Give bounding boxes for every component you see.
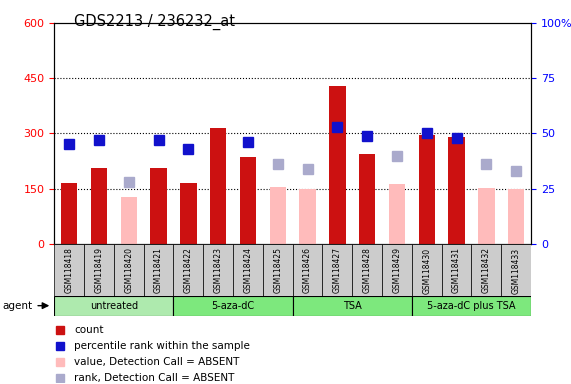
Bar xyxy=(61,183,77,244)
Text: GSM118428: GSM118428 xyxy=(363,247,372,293)
Text: value, Detection Call = ABSENT: value, Detection Call = ABSENT xyxy=(74,357,240,367)
Bar xyxy=(144,244,174,296)
Text: GSM118427: GSM118427 xyxy=(333,247,342,293)
Bar xyxy=(174,296,292,316)
Bar xyxy=(84,244,114,296)
Bar xyxy=(419,135,435,244)
Text: GSM118423: GSM118423 xyxy=(214,247,223,293)
Text: 5-aza-dC: 5-aza-dC xyxy=(211,301,255,311)
Bar xyxy=(478,187,494,244)
Text: GSM118422: GSM118422 xyxy=(184,247,193,293)
Bar xyxy=(91,169,107,244)
Bar xyxy=(412,244,441,296)
Bar xyxy=(352,244,382,296)
Text: GSM118431: GSM118431 xyxy=(452,247,461,293)
Text: GSM118430: GSM118430 xyxy=(422,247,431,294)
Text: GSM118425: GSM118425 xyxy=(274,247,282,293)
Text: GSM118432: GSM118432 xyxy=(482,247,491,293)
Text: rank, Detection Call = ABSENT: rank, Detection Call = ABSENT xyxy=(74,372,235,382)
Text: 5-aza-dC plus TSA: 5-aza-dC plus TSA xyxy=(427,301,516,311)
Bar xyxy=(120,197,137,244)
Text: percentile rank within the sample: percentile rank within the sample xyxy=(74,341,250,351)
Bar xyxy=(382,244,412,296)
Bar xyxy=(323,244,352,296)
Bar xyxy=(54,244,84,296)
Bar xyxy=(233,244,263,296)
Text: GSM118424: GSM118424 xyxy=(243,247,252,293)
Text: GSM118421: GSM118421 xyxy=(154,247,163,293)
Text: count: count xyxy=(74,325,104,335)
Text: GSM118426: GSM118426 xyxy=(303,247,312,293)
Bar xyxy=(472,244,501,296)
Bar xyxy=(203,244,233,296)
Bar xyxy=(359,154,375,244)
Bar xyxy=(389,184,405,244)
Bar xyxy=(292,244,323,296)
Bar xyxy=(329,86,345,244)
Bar xyxy=(150,169,167,244)
Bar xyxy=(299,189,316,244)
Bar xyxy=(174,244,203,296)
Bar xyxy=(412,296,531,316)
Bar xyxy=(501,244,531,296)
Text: GDS2213 / 236232_at: GDS2213 / 236232_at xyxy=(74,13,235,30)
Text: GSM118420: GSM118420 xyxy=(124,247,133,293)
Bar xyxy=(448,137,465,244)
Bar xyxy=(263,244,292,296)
Bar xyxy=(180,183,196,244)
Bar xyxy=(114,244,144,296)
Text: untreated: untreated xyxy=(90,301,138,311)
Text: GSM118418: GSM118418 xyxy=(65,247,74,293)
Bar xyxy=(54,296,174,316)
Bar xyxy=(292,296,412,316)
Bar xyxy=(210,128,226,244)
Text: agent: agent xyxy=(3,301,33,311)
Text: GSM118433: GSM118433 xyxy=(512,247,521,294)
Text: GSM118429: GSM118429 xyxy=(392,247,401,293)
Text: GSM118419: GSM118419 xyxy=(94,247,103,293)
Text: TSA: TSA xyxy=(343,301,361,311)
Bar xyxy=(270,187,286,244)
Bar xyxy=(240,157,256,244)
Bar xyxy=(441,244,472,296)
Bar xyxy=(508,189,524,244)
